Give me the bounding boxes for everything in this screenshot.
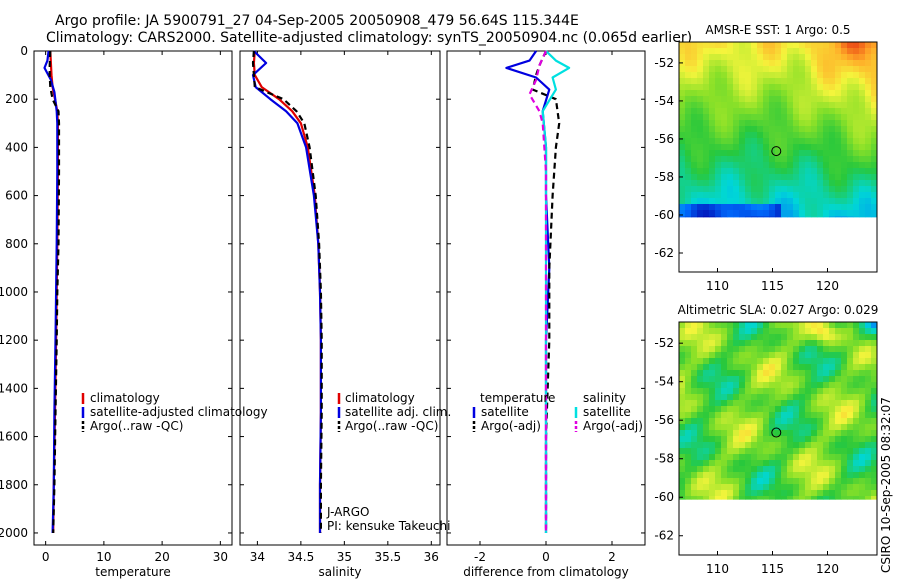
sla-map-xtick-label: 110 [706,562,729,576]
temperature-legend-label: climatology [90,391,160,405]
sla-map-title: Altimetric SLA: 0.027 Argo: 0.029 [678,303,879,317]
salinity-legend-label: climatology [345,391,415,405]
difference-legend-label: Argo(-adj) [583,419,643,433]
sla-map-grid [679,322,878,500]
temperature-profile-xtick-label: 10 [96,550,111,564]
sla-map-ytick-label: -58 [654,452,674,466]
depth-tick-label: 1000 [0,285,28,299]
pi-annotation: J-ARGO [326,505,369,519]
difference-profile-series-3 [528,50,548,533]
timestamp-label: CSIRO 10-Sep-2005 08:32:07 [879,397,893,573]
sst-map-ytick-label: -62 [654,246,674,260]
sst-map-xtick-label: 110 [706,279,729,293]
difference-legend-temperature-title: temperature [480,391,555,405]
depth-tick-label: 1800 [0,478,28,492]
sst-map-frame [678,41,878,273]
depth-tick-label: 200 [5,92,28,106]
sst-map-grid [679,42,878,218]
sla-map-ytick-label: -52 [654,336,674,350]
salinity-legend-label: satellite adj. clim. [345,405,451,419]
temperature-profile-series-1 [43,50,59,534]
depth-tick-label: 0 [20,44,28,58]
temperature-legend-label: Argo(..raw -QC) [90,419,183,433]
difference-profile-xlabel: difference from climatology [463,565,629,579]
salinity-legend-label: Argo(..raw -QC) [345,419,438,433]
temperature-legend-label: satellite-adjusted climatology [90,405,268,419]
sst-map-argo-marker [771,146,782,157]
difference-legend-salinity-title: salinity [583,391,626,405]
difference-legend-label: satellite [583,405,631,419]
difference-profile-xtick-label: 0 [542,550,550,564]
sla-map-frame [678,321,878,556]
sla-map-ytick-label: -54 [654,375,674,389]
salinity-profile-series-2 [251,50,323,533]
temperature-profile-xtick-label: 20 [154,550,169,564]
depth-tick-label: 800 [5,237,28,251]
plots-layer: 0 10 20 30020040060080010001200140016001800… [0,23,878,579]
sst-map-title: AMSR-E SST: 1 Argo: 0.5 [705,23,850,37]
temperature-profile-frame [33,50,233,546]
sst-map-ytick-label: -54 [654,94,674,108]
sla-map-argo-marker [771,427,782,438]
sla-map-xtick-label: 120 [816,562,839,576]
salinity-profile-frame [239,50,441,546]
sst-map-ytick-label: -58 [654,170,674,184]
depth-tick-label: 1200 [0,333,28,347]
temperature-profile-xtick-label: 30 [213,550,228,564]
sla-map-ytick-label: -60 [654,490,674,504]
pi-annotation: PI: kensuke Takeuchi [327,519,450,533]
difference-legend-label: Argo(-adj) [481,419,541,433]
temperature-profile-series-2 [48,50,61,534]
depth-tick-label: 2000 [0,526,28,540]
title-line2: Climatology: CARS2000. Satellite-adjuste… [46,30,692,46]
difference-profile-xtick-label: -2 [474,550,486,564]
sst-map-ytick-label: -56 [654,132,674,146]
sla-map-ytick-label: -62 [654,529,674,543]
sst-map-xtick-label: 115 [761,279,784,293]
salinity-profile-xtick-label: 34 [250,550,265,564]
depth-tick-label: 600 [5,189,28,203]
salinity-profile-xtick-label: 35 [337,550,352,564]
salinity-profile-xtick-label: 35.5 [374,550,401,564]
difference-legend-label: satellite [481,405,529,419]
sst-map-xtick-label: 120 [816,279,839,293]
depth-tick-label: 1600 [0,430,28,444]
sla-map-xtick-label: 115 [761,562,784,576]
depth-tick-label: 1400 [0,381,28,395]
sla-map-ytick-label: -56 [654,413,674,427]
salinity-profile-xtick-label: 34.5 [288,550,315,564]
temperature-profile-xlabel: temperature [95,565,170,579]
difference-profile-xtick-label: 2 [608,550,616,564]
salinity-profile-xlabel: salinity [318,565,361,579]
temperature-profile-xtick-label: 0 [42,550,50,564]
depth-tick-label: 400 [5,140,28,154]
sst-map-ytick-label: -52 [654,56,674,70]
sst-map-ytick-label: -60 [654,208,674,222]
title-line1: Argo profile: JA 5900791_27 04-Sep-2005 … [55,13,579,29]
salinity-profile-xtick-label: 36 [424,550,439,564]
